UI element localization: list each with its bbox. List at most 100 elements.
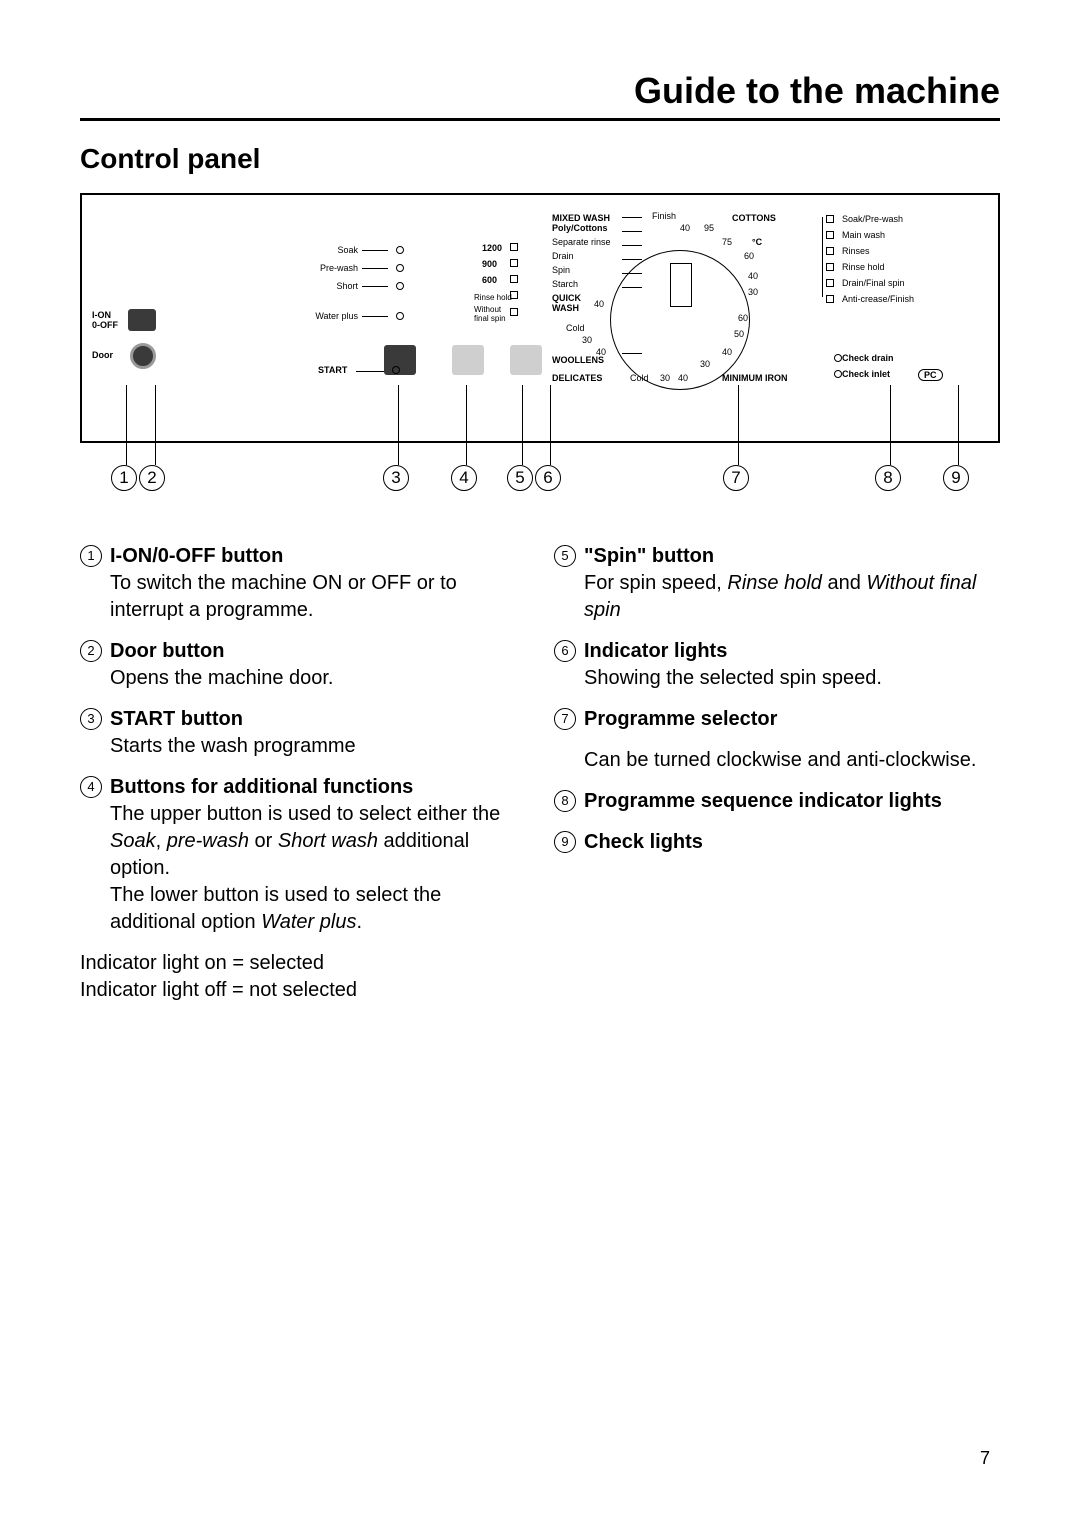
legend-number-icon: 9 (554, 831, 576, 853)
callout-number: 6 (535, 465, 561, 491)
callout-leader (126, 385, 127, 465)
panel-label: 30 (660, 373, 670, 383)
legend-item: 9 Check lights (554, 829, 1000, 856)
panel-label: Separate rinse (552, 237, 611, 247)
panel-label: 95 (704, 223, 714, 233)
callout-leader (550, 385, 551, 465)
legend-item: 2 Door buttonOpens the machine door. (80, 638, 526, 692)
section-title: Control panel (80, 143, 1000, 175)
panel-label: 40 (748, 271, 758, 281)
legend-body: Check lights (584, 829, 1000, 856)
panel-label: Rinse hold (842, 262, 885, 272)
panel-line (362, 286, 388, 287)
page-title-row: Guide to the machine (80, 70, 1000, 121)
callout-number: 9 (943, 465, 969, 491)
sequence-light (826, 215, 834, 223)
panel-label: 30 (748, 287, 758, 297)
panel-label: Spin (552, 265, 570, 275)
spin-area-button (452, 345, 484, 375)
callout-leader (958, 385, 959, 465)
panel-label: Anti-crease/Finish (842, 294, 914, 304)
panel-line (356, 371, 384, 372)
panel-line (622, 245, 642, 246)
legend-col-left: 1 I-ON/0-OFF buttonTo switch the machine … (80, 543, 526, 1018)
legend-item: 5"Spin" buttonFor spin speed, Rinse hold… (554, 543, 1000, 624)
panel-label: Starch (552, 279, 578, 289)
check-inlet-icon (834, 370, 842, 378)
panel-label: 40 (680, 223, 690, 233)
panel-label: QUICKWASH (552, 293, 581, 313)
panel-label: 75 (722, 237, 732, 247)
legend-body: Indicator lightsShowing the selected spi… (584, 638, 1000, 692)
additional-functions-button (384, 345, 416, 375)
legend-number-icon: 2 (80, 640, 102, 662)
panel-label: Drain (552, 251, 574, 261)
panel-line (362, 268, 388, 269)
panel-line (822, 217, 823, 297)
legend-columns: 1 I-ON/0-OFF buttonTo switch the machine … (80, 543, 1000, 1018)
panel-line (622, 353, 642, 354)
legend-body: Buttons for additional functionsThe uppe… (110, 774, 526, 936)
panel-label: Water plus (298, 311, 358, 321)
legend-col-right: 5"Spin" buttonFor spin speed, Rinse hold… (554, 543, 1000, 1018)
sequence-light (826, 231, 834, 239)
door-button (130, 343, 156, 369)
panel-label: Pre-wash (298, 263, 358, 273)
panel-label: Withoutfinal spin (474, 305, 514, 323)
sequence-light (826, 279, 834, 287)
panel-line (622, 273, 642, 274)
panel-label: Check inlet (842, 369, 890, 379)
on-off-button (128, 309, 156, 331)
panel-label: 60 (744, 251, 754, 261)
legend-item: 3 START buttonStarts the wash programme (80, 706, 526, 760)
panel-label: 60 (738, 313, 748, 323)
panel-label: Poly/Cottons (552, 223, 608, 233)
callout-leader (890, 385, 891, 465)
panel-label: COTTONS (732, 213, 776, 223)
panel-label: Short (298, 281, 358, 291)
callout-leader (398, 385, 399, 465)
panel-label: I-ON (92, 310, 111, 320)
sequence-light (826, 263, 834, 271)
callout-leader (522, 385, 523, 465)
page-number: 7 (980, 1448, 990, 1469)
panel-label: 0-OFF (92, 320, 118, 330)
callout-number: 2 (139, 465, 165, 491)
panel-label: Cold (566, 323, 585, 333)
spin-button (510, 345, 542, 375)
panel-label: Rinse hold (474, 293, 512, 302)
panel-label: 40 (594, 299, 604, 309)
panel-label: 40 (678, 373, 688, 383)
callout-number: 3 (383, 465, 409, 491)
legend-number-icon: 3 (80, 708, 102, 730)
sequence-light (826, 247, 834, 255)
panel-line (622, 217, 642, 218)
panel-label: PC (918, 369, 943, 381)
legend-body: I-ON/0-OFF buttonTo switch the machine O… (110, 543, 526, 624)
panel-label: Door (92, 350, 113, 360)
legend-body: Programme selector (584, 706, 1000, 733)
panel-label: WOOLLENS (552, 355, 604, 365)
legend-item: 1 I-ON/0-OFF buttonTo switch the machine … (80, 543, 526, 624)
legend-number-icon: 7 (554, 708, 576, 730)
legend-body: START buttonStarts the wash programme (110, 706, 526, 760)
spin-speed-light (510, 291, 518, 299)
page-title: Guide to the machine (634, 70, 1000, 111)
panel-line (362, 250, 388, 251)
callout-leader (738, 385, 739, 465)
legend-number-icon: 4 (80, 776, 102, 798)
panel-label: 1200 (482, 243, 502, 253)
option-indicator-icon (396, 282, 404, 290)
start-indicator-icon (392, 366, 400, 374)
legend-item: 7 Programme selector (554, 706, 1000, 733)
programme-dial (610, 250, 750, 390)
legend-item: 4 Buttons for additional functionsThe upp… (80, 774, 526, 936)
legend-body: "Spin" buttonFor spin speed, Rinse hold … (584, 543, 1000, 624)
legend-number-icon: 8 (554, 790, 576, 812)
panel-line (622, 231, 642, 232)
legend-number-icon: 1 (80, 545, 102, 567)
panel-label: MIXED WASH (552, 213, 610, 223)
legend-body: Door buttonOpens the machine door. (110, 638, 526, 692)
panel-line (362, 316, 388, 317)
option-indicator-icon (396, 312, 404, 320)
